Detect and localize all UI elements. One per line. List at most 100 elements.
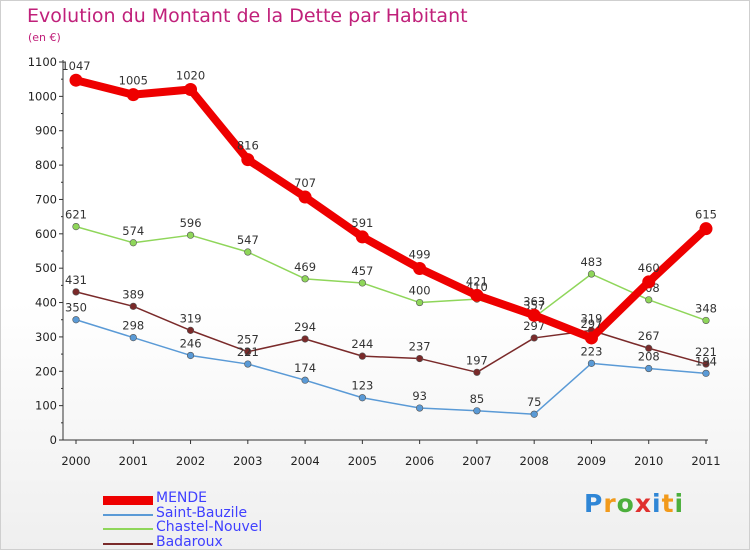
- logo-letter: t: [661, 489, 675, 518]
- legend-swatch: [103, 542, 153, 545]
- data-point: [355, 230, 369, 244]
- x-tick-label: 2004: [290, 454, 319, 468]
- chart-title: Evolution du Montant de la Dette par Hab…: [27, 5, 468, 27]
- y-tick-label: 700: [35, 192, 57, 206]
- data-point: [584, 331, 598, 345]
- data-point: [244, 248, 252, 256]
- data-point: [72, 316, 80, 324]
- data-label: 707: [294, 176, 316, 190]
- data-label: 348: [695, 301, 717, 315]
- data-point: [72, 288, 80, 296]
- series-line: [75, 225, 707, 322]
- y-tick-label: 1100: [28, 55, 57, 69]
- data-label: 363: [523, 294, 545, 308]
- data-label: 246: [180, 336, 202, 350]
- data-label: 1047: [61, 59, 90, 73]
- data-point: [645, 364, 653, 373]
- data-label: 469: [294, 260, 316, 274]
- chart-subtitle: (en €): [28, 31, 61, 44]
- data-label: 621: [65, 208, 87, 222]
- data-label: 319: [180, 311, 202, 325]
- logo-letter: P: [584, 489, 604, 518]
- logo-letter: i: [674, 489, 685, 518]
- logo-letter: x: [634, 489, 652, 518]
- y-tick-label: 500: [35, 261, 57, 275]
- data-label: 357: [523, 298, 545, 312]
- data-point: [129, 302, 137, 310]
- data-label: 816: [237, 139, 259, 153]
- data-label: 85: [470, 392, 485, 406]
- data-label: 596: [180, 216, 202, 230]
- y-tick-label: 400: [35, 296, 57, 310]
- data-point: [129, 239, 137, 247]
- series-line: [75, 291, 707, 374]
- data-point: [699, 222, 713, 236]
- data-label: 244: [351, 337, 373, 351]
- data-label: 267: [638, 329, 660, 343]
- data-label: 93: [412, 389, 427, 403]
- data-point: [186, 326, 195, 334]
- data-point: [530, 334, 538, 342]
- data-label: 297: [523, 319, 545, 333]
- x-tick-label: 2009: [577, 454, 606, 468]
- data-point: [527, 308, 541, 322]
- data-point: [470, 288, 484, 302]
- data-point: [702, 369, 710, 377]
- data-label: 174: [294, 361, 316, 375]
- data-label: 1005: [119, 74, 148, 88]
- x-tick-label: 2010: [634, 454, 663, 468]
- data-label: 297: [580, 317, 602, 331]
- data-label: 547: [237, 233, 259, 247]
- data-label: 223: [580, 344, 602, 358]
- data-point: [126, 88, 140, 102]
- data-label: 221: [237, 345, 259, 359]
- data-label: 574: [122, 224, 144, 238]
- y-tick-label: 0: [50, 433, 57, 447]
- data-point: [241, 153, 255, 167]
- data-point: [473, 407, 481, 415]
- legend-swatch: [103, 495, 153, 505]
- data-point: [645, 344, 653, 352]
- data-point: [413, 262, 427, 276]
- y-tick-label: 800: [35, 158, 57, 172]
- logo-letter: i: [652, 489, 662, 518]
- data-label: 421: [466, 274, 488, 288]
- data-point: [358, 352, 366, 360]
- x-tick-label: 2003: [233, 454, 262, 468]
- data-point: [416, 298, 424, 307]
- y-tick-label: 300: [35, 330, 57, 344]
- data-point: [530, 410, 538, 418]
- data-point: [587, 270, 596, 278]
- logo-letter: o: [616, 489, 635, 518]
- data-point: [645, 296, 653, 304]
- legend-swatch: [103, 513, 153, 516]
- series-line: [72, 76, 710, 342]
- x-tick-label: 2002: [176, 454, 205, 468]
- data-label: 208: [638, 350, 660, 364]
- data-point: [301, 275, 309, 283]
- data-label: 499: [409, 248, 431, 262]
- data-label: 294: [294, 320, 316, 334]
- x-tick-label: 2006: [405, 454, 434, 468]
- data-label: 221: [695, 345, 717, 359]
- legend-label: Saint-Bauzile: [156, 504, 248, 521]
- data-point: [129, 333, 137, 342]
- data-point: [244, 348, 252, 356]
- data-label: 350: [65, 301, 87, 315]
- legend-label: MENDE: [156, 490, 208, 506]
- y-tick-label: 100: [35, 399, 57, 413]
- data-label: 123: [351, 379, 373, 393]
- data-label: 457: [351, 264, 373, 278]
- data-label: 460: [638, 261, 660, 275]
- data-label: 431: [65, 273, 87, 287]
- data-label: 483: [580, 255, 602, 269]
- x-tick-label: 2008: [520, 454, 549, 468]
- data-label: 197: [466, 353, 488, 367]
- data-label: 389: [122, 287, 144, 301]
- y-tick-label: 600: [35, 227, 57, 241]
- data-label: 298: [122, 319, 144, 333]
- data-label: 237: [409, 340, 431, 354]
- data-point: [301, 376, 309, 384]
